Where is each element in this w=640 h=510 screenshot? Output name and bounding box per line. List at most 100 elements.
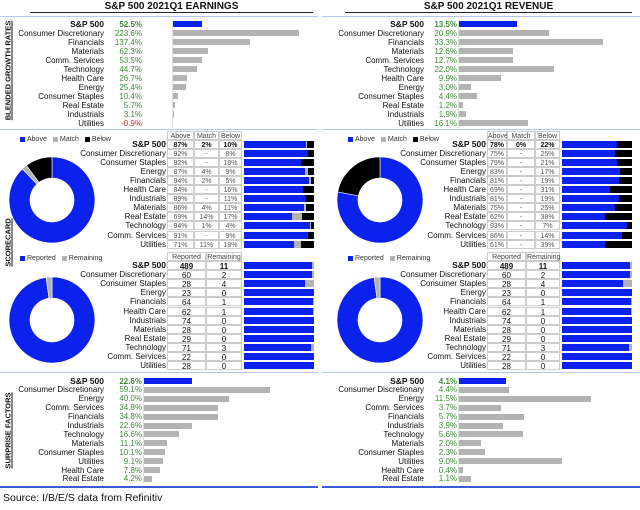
sector-bar [172,39,251,45]
remaining-cell: 2 [206,270,242,280]
column-header-above: Above [487,130,508,140]
above-bar-segment [244,167,305,175]
remaining-bar-segment [312,307,314,315]
growth-value: 7.8% [123,465,142,475]
sector-bar [143,440,167,447]
remaining-bar-segment [629,271,632,279]
sector-bar [143,475,153,482]
earnings-title-underline [30,12,313,13]
above-cell: 86% [487,230,507,240]
above-cell: 81% [487,194,507,204]
below-cell: 14% [535,230,560,240]
sector-label: Utilities [460,361,486,371]
sector-bar [458,93,478,99]
reported-cell: 22 [487,352,526,362]
match-cell: - [507,148,535,158]
column-header-above: Above [167,130,194,140]
growth-value: 3.0% [438,82,457,92]
above-bar-segment [244,140,306,148]
match-cell: - [507,230,535,240]
sector-label: Materials [391,438,424,448]
legend-item-match: Match [52,136,79,143]
growth-value: 22.6% [119,376,142,386]
match-cell: - [507,185,535,195]
above-cell: 75% [487,203,507,213]
below-bar-segment [618,195,632,203]
growth-value: 1.9% [438,109,457,119]
remaining-cell: 0 [206,333,242,344]
above-bar-segment [244,222,311,230]
match-cell: - [507,239,535,249]
below-bar-segment [616,140,632,148]
below-bar-segment [311,222,314,230]
match-bar-segment [304,167,308,175]
sector-label: Materials [453,203,486,213]
above-cell: 81% [487,175,507,185]
match-cell: - [194,148,219,158]
above-bar-segment [562,158,618,166]
sector-label: Real Estate [444,333,486,343]
growth-value: 11.1% [119,438,142,448]
reported-cell: 489 [167,261,206,271]
growth-value: 12.7% [434,55,457,65]
legend: Reported Remaining [20,255,108,262]
match-cell: 1% [194,221,219,231]
sector-label: Financials [449,175,486,185]
reported-bar-segment [562,289,632,297]
reported-cell: 71 [167,342,206,353]
sector-label: Consumer Discretionary [400,270,486,280]
sector-label: Comm. Services [427,230,486,240]
revenue-title-underline [345,12,632,13]
sector-label: Energy [398,82,424,92]
growth-value: 2.0% [438,438,457,448]
growth-value: 5.7% [123,100,142,110]
below-cell: 4% [219,221,242,231]
sector-bar [143,431,179,438]
remaining-cell: 11 [526,261,560,271]
below-swatch-icon [412,136,418,142]
sp500-label: S&P 500 [70,18,104,29]
growth-value: 2.3% [438,447,457,457]
reported-bar-segment [562,307,631,315]
sector-label: Energy [140,288,166,298]
growth-value: 40.0% [119,394,142,404]
remaining-cell: 0 [526,324,560,335]
below-cell: 8% [219,148,242,158]
sector-label: Financials [129,297,166,307]
sector-bar [172,102,176,108]
below-cell: 22% [535,139,560,149]
growth-value: 62.3% [119,46,142,56]
sector-label: Materials [71,438,104,448]
legend: Above Match Below [20,136,117,143]
below-cell: 25% [535,203,560,213]
reported-legend-label: Reported [355,255,384,262]
match-cell: 4% [194,203,219,213]
below-bar-segment [301,240,314,248]
above-bar-segment [244,176,310,184]
above-bar-segment [244,149,309,157]
sector-label: Materials [391,46,424,56]
sector-bar [458,431,523,438]
growth-value: 9.9% [438,73,457,83]
sector-label: Consumer Staples [38,447,104,457]
above-swatch-icon [348,136,353,142]
reported-bar-segment [562,280,624,288]
match-cell: 0% [507,139,535,149]
reported-bar-segment [562,334,632,342]
reported-cell: 62 [487,306,526,317]
sp500-label: S&P 500 [390,18,424,29]
sp500-label: S&P 500 [70,375,104,386]
axis-line [458,19,459,128]
reported-cell: 28 [487,279,526,289]
above-cell: 87% [167,139,194,149]
reported-bar-segment [562,262,631,269]
below-bar-segment [610,186,632,193]
above-legend-label: Above [27,136,47,143]
sector-bar [143,386,271,393]
reported-cell: 62 [167,306,206,317]
match-legend-label: Match [59,136,79,143]
sector-label: Financials [67,412,104,422]
sector-label: Consumer Discretionary [80,148,166,158]
above-bar-segment [244,213,293,221]
